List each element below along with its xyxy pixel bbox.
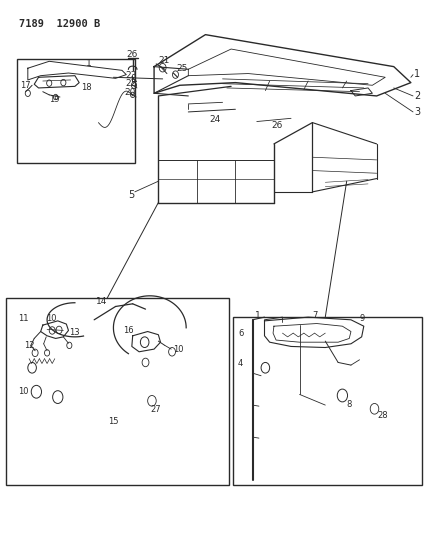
Text: 1: 1 bbox=[86, 60, 91, 68]
Text: 20: 20 bbox=[124, 88, 136, 97]
Text: 16: 16 bbox=[123, 326, 134, 335]
Text: 6: 6 bbox=[239, 329, 244, 337]
Text: 10: 10 bbox=[173, 345, 184, 353]
Text: 18: 18 bbox=[81, 83, 92, 92]
Text: 7: 7 bbox=[312, 311, 318, 320]
Text: 13: 13 bbox=[69, 328, 80, 337]
Text: 11: 11 bbox=[18, 314, 29, 323]
Text: 3: 3 bbox=[414, 107, 420, 117]
Text: 10: 10 bbox=[18, 387, 29, 396]
Text: 28: 28 bbox=[377, 411, 388, 420]
Text: 15: 15 bbox=[108, 417, 119, 425]
Text: 12: 12 bbox=[24, 341, 35, 350]
Text: 2: 2 bbox=[414, 91, 420, 101]
Text: 27: 27 bbox=[151, 405, 161, 414]
Text: 4: 4 bbox=[238, 359, 243, 368]
Text: 1: 1 bbox=[414, 69, 420, 78]
Text: 19: 19 bbox=[49, 95, 60, 103]
Text: 25: 25 bbox=[177, 64, 188, 72]
Text: 23: 23 bbox=[126, 71, 137, 80]
Text: 8: 8 bbox=[347, 400, 352, 408]
Text: 26: 26 bbox=[272, 121, 283, 130]
Text: 21: 21 bbox=[158, 56, 170, 65]
Text: 5: 5 bbox=[128, 190, 135, 199]
Text: 1: 1 bbox=[255, 311, 261, 320]
Text: 7189  12900 B: 7189 12900 B bbox=[19, 19, 101, 29]
Text: 17: 17 bbox=[20, 81, 31, 90]
Text: 24: 24 bbox=[210, 115, 221, 124]
Text: 22: 22 bbox=[125, 79, 136, 88]
Text: 26: 26 bbox=[126, 50, 138, 59]
Text: 9: 9 bbox=[360, 314, 365, 322]
Text: 10: 10 bbox=[46, 314, 56, 323]
Text: 14: 14 bbox=[96, 297, 108, 305]
